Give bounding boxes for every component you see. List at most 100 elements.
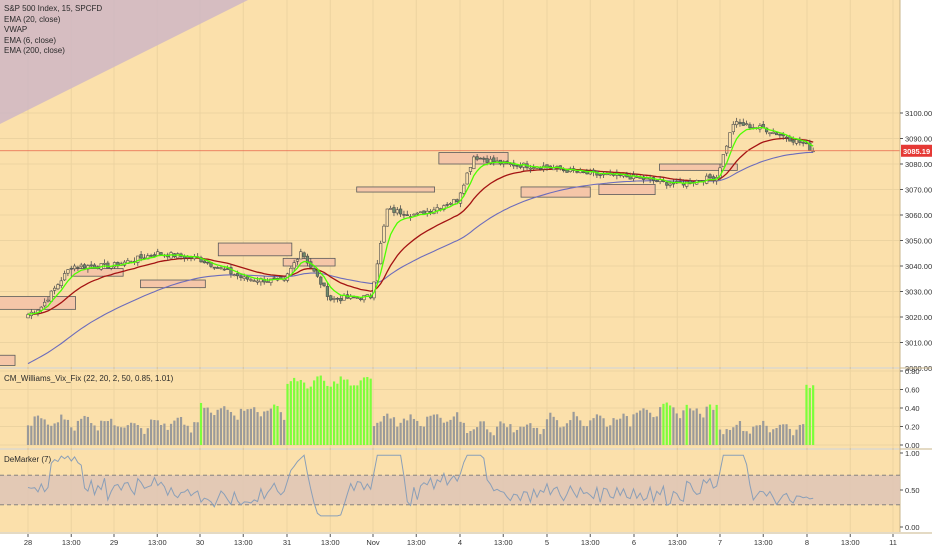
candle-body [745, 123, 749, 126]
vix-fix-bar [569, 420, 572, 445]
legend-study-ema20[interactable]: EMA (20, close) [4, 14, 61, 24]
legend-study-ema6[interactable]: EMA (6, close) [4, 35, 57, 45]
candle-body [794, 139, 799, 144]
vix-fix-bar [33, 416, 36, 445]
price-tick-label: 3050.00 [905, 237, 932, 246]
candle-body [76, 266, 80, 269]
vix-fix-bar [226, 409, 229, 445]
candle-body [665, 182, 669, 186]
candle-body [395, 209, 399, 214]
vix-fix-bar [619, 418, 622, 445]
demarker-tick-label: 0.00 [905, 523, 920, 532]
vix-fix-bar [752, 426, 755, 445]
vix-fix-bar [313, 380, 316, 445]
vix-fix-bar [306, 388, 309, 445]
legend-symbol[interactable]: S&P 500 Index, 15, SPCFD [4, 4, 103, 13]
time-tick-label: 13:00 [581, 538, 600, 547]
candle-body [708, 174, 712, 179]
vix-fix-bar [163, 423, 166, 445]
time-tick-label: 30 [196, 538, 204, 547]
vix-fix-bar [732, 427, 735, 445]
vix-fix-bar [529, 423, 532, 445]
candle-body [152, 254, 157, 257]
vix-fix-bar [30, 425, 33, 445]
candle-body [418, 211, 423, 214]
vix-fix-bar [595, 414, 599, 445]
vix-fix-bar [372, 426, 376, 445]
vix-fix-bar [479, 421, 482, 445]
vix-fix-bar [698, 413, 702, 445]
candle-body [375, 263, 379, 282]
time-tick-label: 13:00 [494, 538, 513, 547]
vix-fix-bar [329, 386, 332, 445]
vix-fix-bar [459, 421, 462, 445]
vix-fix-bar [728, 429, 732, 445]
candle-body [325, 286, 330, 297]
vix-fix-bar [589, 420, 592, 445]
vix-fix-bar [100, 420, 103, 445]
legend-study-vwap[interactable]: VWAP [4, 25, 28, 34]
candle-body [212, 266, 216, 269]
candle-body [728, 132, 732, 148]
vix-fix-bar [545, 419, 549, 445]
vix-fix-bar [718, 429, 722, 445]
vix-fix-bar [126, 425, 129, 445]
vix-fix-bar [562, 426, 565, 445]
time-tick-label: 4 [458, 538, 462, 547]
candle-body [412, 213, 416, 216]
vix-fix-bar [782, 424, 785, 445]
price-legend: S&P 500 Index, 15, SPCFD EMA (20, close)… [4, 4, 102, 57]
candle-body [79, 264, 83, 268]
demarker-legend[interactable]: DeMarker (7) [4, 455, 52, 464]
vix-fix-bar [688, 408, 692, 445]
vix-fix-bar [466, 433, 469, 445]
ema20-line [27, 137, 814, 316]
vix-fix-bar [668, 405, 672, 445]
vix-fix-bar [659, 407, 662, 445]
time-tick-label: 13:00 [234, 538, 253, 547]
legend-study-ema200[interactable]: EMA (200, close) [4, 46, 65, 55]
vix-fix-bar [745, 431, 748, 445]
candle-body [532, 167, 536, 169]
candle-body [399, 208, 403, 215]
candle-body [59, 280, 63, 286]
time-tick-label: 13:00 [321, 538, 340, 547]
vix-fix-bar [685, 404, 688, 445]
vix-fix-bar [216, 409, 219, 445]
vix-fix-bar [609, 425, 612, 445]
price-tick-label: 3010.00 [905, 339, 932, 348]
vix-fix-bar [645, 409, 648, 445]
vix-fix-bar [156, 420, 159, 445]
candle-body [102, 263, 107, 265]
candle-body [159, 252, 163, 255]
vix-fix-bar [655, 416, 658, 445]
candle-body [518, 165, 522, 168]
vix-fix-bar [90, 423, 93, 445]
candle-body [62, 273, 67, 281]
price-tick-label: 3040.00 [905, 262, 932, 271]
vix-fix-bar [442, 422, 445, 445]
demarker-tick-label: 1.00 [905, 449, 920, 458]
vix-fix-bar [805, 384, 808, 445]
candle-body [465, 172, 469, 185]
candle-body [721, 154, 725, 168]
vix-fix-bar [572, 411, 575, 445]
vix-legend[interactable]: CM_Williams_Vix_Fix (22, 20, 2, 50, 0.85… [4, 374, 174, 383]
vix-fix-bar [140, 428, 143, 445]
vix-fix-bar [382, 415, 386, 445]
vix-fix-bar [143, 433, 146, 445]
price-zone-box [356, 186, 435, 193]
vix-fix-bar [772, 429, 775, 445]
candle-body [738, 121, 742, 125]
vix-fix-bar [296, 381, 299, 445]
candle-body [725, 145, 729, 154]
vix-fix-bar [755, 425, 758, 445]
price-tick-label: 3060.00 [905, 211, 932, 220]
vix-fix-bar [50, 425, 53, 445]
candle-body [292, 262, 296, 269]
vix-fix-bar [26, 425, 30, 445]
time-tick-label: 8 [805, 538, 809, 547]
candle-body [305, 255, 310, 264]
